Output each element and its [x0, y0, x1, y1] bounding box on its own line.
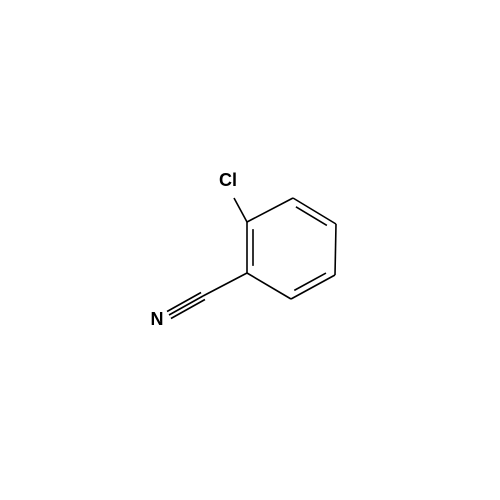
- chlorine-label: Cl: [219, 170, 237, 190]
- ring-bond: [247, 273, 291, 299]
- nitrile-triple-bond: [171, 299, 205, 318]
- bond-to-cl: [234, 198, 247, 222]
- ring-bond: [247, 198, 293, 222]
- ring-bond: [293, 198, 336, 224]
- nitrile-triple-bond: [169, 296, 203, 315]
- bond-to-nitrile: [203, 273, 247, 296]
- ring-bond: [335, 224, 336, 275]
- nitrile-triple-bond: [167, 293, 201, 312]
- ring-bond: [291, 275, 335, 299]
- molecule-diagram: Cl N: [0, 0, 500, 500]
- nitrogen-label: N: [151, 309, 164, 329]
